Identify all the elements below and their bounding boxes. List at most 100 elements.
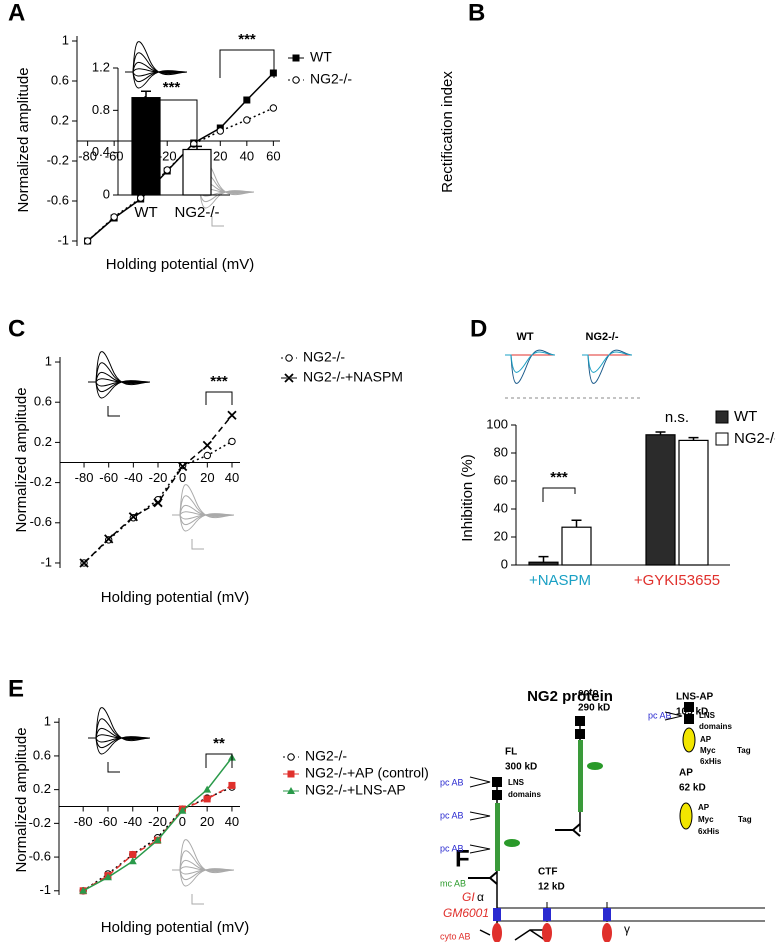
y-axis-label: Normalized amplitude bbox=[13, 727, 30, 872]
y-tick-label: -0.6 bbox=[30, 514, 52, 529]
inset-trace bbox=[88, 736, 151, 755]
domain bbox=[587, 762, 603, 770]
y-tick-label: 0 bbox=[501, 556, 508, 571]
x-tick-label: -40 bbox=[124, 470, 143, 485]
inset-trace bbox=[88, 351, 151, 386]
marker bbox=[228, 781, 236, 789]
inset-trace bbox=[582, 349, 633, 384]
label: mc AB bbox=[440, 878, 466, 888]
x-tick-label: -60 bbox=[99, 470, 118, 485]
legend-label: NG2-/-+AP (control) bbox=[305, 765, 429, 781]
y-tick-label: 0.2 bbox=[51, 112, 69, 127]
x-tick-label: WT bbox=[134, 204, 157, 221]
inset-trace bbox=[172, 868, 235, 887]
y-axis-label: Rectification index bbox=[439, 71, 456, 193]
marker bbox=[287, 787, 295, 794]
marker bbox=[292, 54, 300, 62]
label: 290 kD bbox=[578, 703, 610, 714]
annotation: *** bbox=[238, 31, 256, 48]
y-axis-label: Normalized amplitude bbox=[15, 67, 32, 212]
y-tick-label: 0.8 bbox=[92, 102, 110, 117]
error-bar bbox=[538, 555, 549, 563]
inset-trace bbox=[125, 41, 188, 76]
marker bbox=[203, 451, 212, 460]
x-tick-label: -20 bbox=[148, 814, 167, 829]
bar bbox=[528, 561, 559, 566]
scale-bar bbox=[211, 216, 224, 227]
lns-box bbox=[684, 714, 694, 724]
panel-letter: D bbox=[470, 315, 487, 342]
label: cyto AB bbox=[440, 931, 471, 941]
antibody bbox=[664, 711, 683, 721]
marker bbox=[269, 104, 278, 112]
bar bbox=[645, 434, 676, 566]
marker bbox=[228, 437, 236, 446]
ap-domain bbox=[682, 727, 696, 753]
scale-bar bbox=[191, 894, 204, 905]
marker bbox=[110, 213, 118, 221]
marker bbox=[203, 795, 211, 803]
tm-domain bbox=[493, 908, 501, 921]
marker bbox=[269, 69, 277, 77]
x-tick-label: 40 bbox=[225, 814, 239, 829]
y-tick-label: -0.6 bbox=[29, 849, 51, 864]
label: γ bbox=[624, 922, 630, 936]
marker bbox=[178, 806, 187, 814]
significance-bracket bbox=[205, 753, 233, 768]
annotation: *** bbox=[210, 373, 228, 390]
label: pc AB bbox=[648, 710, 672, 720]
y-axis-label: Inhibition (%) bbox=[459, 454, 476, 542]
legend-label: NG2-/- bbox=[305, 748, 347, 764]
inset-trace bbox=[88, 380, 151, 399]
x-tick-label: -60 bbox=[105, 148, 124, 163]
x-tick-label: 40 bbox=[225, 470, 239, 485]
panel-letter: B bbox=[468, 0, 485, 26]
lns-box bbox=[575, 716, 585, 726]
x-tick-label: 20 bbox=[200, 470, 214, 485]
label: 12 kD bbox=[538, 882, 565, 893]
marker bbox=[79, 558, 89, 568]
scale-bar bbox=[191, 539, 204, 550]
marker bbox=[153, 836, 162, 844]
y-tick-label: 0.6 bbox=[33, 747, 51, 762]
label: 300 kD bbox=[505, 762, 537, 773]
label: ecto bbox=[578, 688, 599, 699]
x-axis-label: Holding potential (mV) bbox=[101, 589, 249, 606]
marker bbox=[129, 851, 137, 859]
domain bbox=[504, 839, 520, 847]
y-tick-label: 0 bbox=[103, 186, 110, 201]
lns-box bbox=[492, 777, 502, 787]
chart-panel: D 0 20 40 60 80 100 Inhibition (%) +NASPM +GYKI53… bbox=[459, 315, 775, 589]
y-tick-label: 0.2 bbox=[34, 434, 52, 449]
x-tick-label: 20 bbox=[200, 814, 214, 829]
label: Myc bbox=[698, 815, 714, 824]
panel-letter: E bbox=[8, 675, 24, 702]
significance-bracket bbox=[219, 49, 275, 78]
label: Tag bbox=[737, 746, 751, 755]
antibody bbox=[555, 823, 581, 837]
cyto-domain bbox=[602, 923, 612, 942]
y-axis-label: Normalized amplitude bbox=[13, 387, 30, 532]
tm-domain bbox=[603, 908, 611, 921]
annotation: ** bbox=[213, 735, 225, 752]
label: LNS bbox=[508, 778, 525, 787]
marker bbox=[163, 166, 171, 174]
y-tick-label: 100 bbox=[486, 416, 508, 431]
x-axis-label: Holding potential (mV) bbox=[101, 919, 249, 936]
marker bbox=[287, 770, 295, 778]
legend-label: NG2-/-+NASPM bbox=[303, 369, 403, 385]
series-line bbox=[87, 107, 274, 242]
domain bbox=[578, 740, 583, 812]
legend-label: WT bbox=[310, 49, 332, 65]
diagram-f: F NG2 protein FL 300 kD LNS domains pc A… bbox=[440, 688, 765, 942]
x-tick-label: -40 bbox=[123, 814, 142, 829]
x-tick-label: -60 bbox=[99, 814, 118, 829]
label: pc AB bbox=[440, 843, 464, 853]
scale-bar bbox=[107, 406, 120, 417]
antibody bbox=[469, 776, 491, 854]
chart-panel: E -1 -0.6 -0.2 0.2 0.6 1 Normalized amplitude -8… bbox=[8, 675, 429, 936]
chart-panel: B 0 0.4 0.8 1.2 Rectification index WT NG2-/- **… bbox=[92, 0, 485, 221]
x-tick-label: -80 bbox=[78, 148, 97, 163]
panel-letter: C bbox=[8, 315, 25, 342]
